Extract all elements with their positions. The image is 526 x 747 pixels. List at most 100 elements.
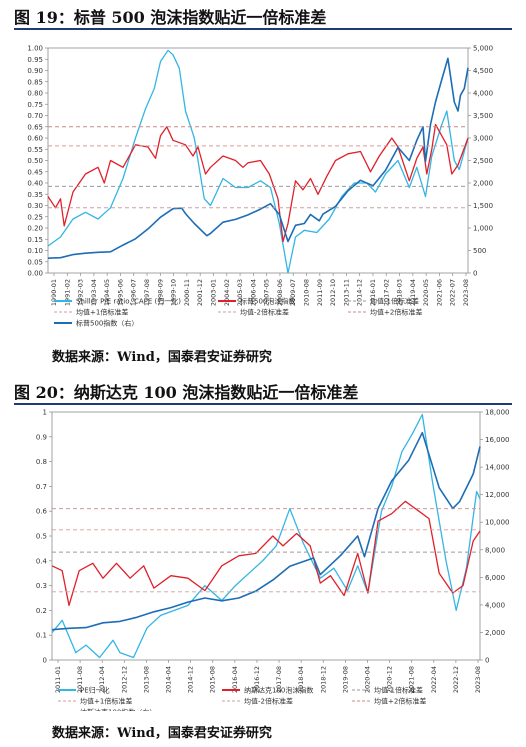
fig19-left-tick-label: 0.00: [27, 270, 43, 278]
fig19-legend-label-0: Shiller P/E ratio, CAPE (归一化): [76, 297, 181, 306]
figure-20-source: 数据来源：Wind，国泰君安证券研究: [52, 726, 272, 741]
fig20-x-tick-label: 2020-04: [363, 666, 371, 693]
fig20-x-tick-label: 2017-08: [275, 666, 283, 693]
fig20-x-tick-label: 2018-12: [319, 666, 327, 693]
fig19-left-tick-label: 0.50: [27, 157, 43, 165]
fig19-x-tick-label: 2001-12: [196, 279, 204, 306]
figure-19-title: 图 19：标普 500 泡沫指数贴近一倍标准差: [14, 8, 327, 27]
fig20-right-tick-label: 14,000: [485, 464, 510, 472]
figure-19-svg: 0.00 0.05 0.10 0.15 0.20 0.25 0.30 0.35 0.40 0.45…: [27, 45, 493, 328]
fig19-left-tick-label: 0.20: [27, 225, 43, 233]
fig19-legend-label-1: 标普500泡沫指数: [240, 297, 295, 306]
fig19-series-line-2: [47, 57, 469, 259]
fig19-left-tick-label: 0.05: [27, 258, 43, 266]
fig19-x-tick-label: 1992-03: [77, 279, 85, 306]
fig19-right-tick-label: 4,500: [473, 67, 493, 75]
fig20-left-tick-label: 0.7: [36, 483, 47, 491]
fig20-right-tick-label: 18,000: [485, 409, 510, 417]
fig19-legend-label-5: 均值-2倍标准差: [240, 308, 289, 317]
fig19-x-tick-label: 2004-02: [223, 279, 231, 306]
figure-19-chart: 0.00 0.05 0.10 0.15 0.20 0.25 0.30 0.35 0.40 0.45…: [0, 33, 526, 338]
fig19-left-tick-label: 0.70: [27, 112, 43, 120]
fig20-legend-label-6: 均值+2倍标准差: [374, 697, 426, 706]
fig20-right-tick-label: 6,000: [485, 574, 505, 582]
fig19-left-tick-label: 0.40: [27, 180, 43, 188]
fig20-x-tick-label: 2023-08: [474, 666, 482, 693]
fig20-x-tick-label: 2016-04: [231, 666, 239, 693]
fig20-x-tick-label: 2012-04: [98, 666, 106, 693]
fig19-x-tick-label: 1999-10: [170, 279, 178, 306]
fig19-right-tick-label: 5,000: [473, 45, 493, 53]
figure-20-svg: 0 0.1 0.2 0.3 0.4 0.5 0.6 0.7 0.8 0.9 1 0 2,000 4,000…: [36, 409, 510, 717]
fig19-left-tick-label: 0.95: [27, 56, 43, 64]
fig20-left-tick-label: 0.4: [36, 557, 48, 565]
fig19-legend-label-2: 标普500指数（右）: [76, 319, 138, 328]
fig19-series-line-0: [47, 49, 469, 274]
fig20-left-tick-label: 0: [43, 657, 47, 665]
fig20-x-tick-label: 2014-04: [165, 666, 173, 693]
fig19-left-tick-label: 0.30: [27, 202, 43, 210]
fig20-legend-label-1: 纳斯达克100泡沫指数: [244, 686, 313, 695]
fig19-right-tick-label: 4,000: [473, 90, 493, 98]
fig19-x-tick-label: 1998-09: [156, 279, 164, 306]
fig19-right-tick-label: 500: [473, 247, 486, 255]
fig19-right-tick-label: 3,000: [473, 135, 493, 143]
figure-19-title-rule: [14, 28, 512, 30]
fig19-series-line-1: [47, 123, 469, 243]
fig19-right-tick-label: 3,500: [473, 112, 493, 120]
fig20-right-tick-label: 0: [485, 657, 489, 665]
fig19-left-tick-label: 0.10: [27, 247, 43, 255]
fig20-series-line-2: [51, 431, 481, 631]
fig20-x-tick-label: 2013-08: [142, 666, 150, 693]
fig20-series-line-0: [51, 413, 481, 659]
fig20-x-tick-label: 2021-08: [408, 666, 416, 693]
fig19-left-tick-label: 0.65: [27, 123, 43, 131]
fig19-left-tick-label: 0.85: [27, 78, 43, 86]
fig20-legend-label-5: 均值-2倍标准差: [244, 697, 293, 706]
fig20-right-tick-label: 2,000: [485, 629, 505, 637]
fig19-x-tick-label: 2007-05: [263, 279, 271, 306]
fig20-x-tick-label: 2012-12: [120, 666, 128, 693]
fig20-series-line-1: [51, 500, 481, 607]
fig20-x-tick-label: 2015-08: [209, 666, 217, 693]
fig20-right-tick-label: 8,000: [485, 546, 505, 554]
fig20-x-tick-label: 2016-12: [253, 666, 261, 693]
fig20-right-tick-label: 4,000: [485, 601, 505, 609]
fig20-left-tick-label: 1: [43, 409, 47, 417]
fig19-left-tick-label: 1.00: [27, 45, 43, 53]
fig19-x-tick-label: 2016-01: [369, 279, 377, 306]
fig19-left-tick-label: 0.55: [27, 146, 43, 154]
fig20-plot-frame: [51, 411, 481, 661]
fig19-left-tick-label: 0.25: [27, 213, 43, 221]
fig19-legend-label-6: 均值+2倍标准差: [370, 308, 422, 317]
fig19-x-tick-label: 2018-03: [396, 279, 404, 306]
fig20-x-tick-label: 2011-01: [54, 666, 62, 693]
fig19-x-tick-label: 2008-06: [276, 279, 284, 306]
fig19-x-tick-label: 2010-08: [303, 279, 311, 306]
figure-20-title-rule: [14, 403, 512, 405]
fig20-x-tick-label: 2014-12: [187, 666, 195, 693]
fig20-x-tick-label: 2018-04: [297, 666, 305, 693]
fig19-left-tick-label: 0.15: [27, 236, 43, 244]
fig19-x-tick-label: 1990-01: [50, 279, 58, 306]
fig19-x-tick-label: 2014-12: [356, 279, 364, 306]
fig19-legend-label-3: 均值-1倍标准差: [370, 297, 419, 306]
fig20-left-tick-label: 0.8: [36, 458, 47, 466]
fig20-left-tick-label: 0.6: [36, 508, 48, 516]
fig19-right-tick-label: 0: [473, 270, 477, 278]
fig20-left-tick-label: 0.9: [36, 433, 47, 441]
fig19-x-tick-label: 2020-05: [422, 279, 430, 306]
fig19-x-tick-label: 2013-11: [342, 279, 350, 306]
fig19-x-tick-label: 1997-08: [143, 279, 151, 306]
fig19-x-tick-label: 2017-02: [382, 279, 390, 306]
fig19-x-tick-label: 2023-08: [462, 279, 470, 306]
fig19-left-tick-label: 0.45: [27, 168, 43, 176]
fig20-right-tick-label: 12,000: [485, 491, 510, 499]
fig19-left-tick-label: 0.35: [27, 191, 43, 199]
fig19-x-tick-label: 2003-01: [209, 279, 217, 306]
fig19-right-tick-label: 1,000: [473, 225, 493, 233]
fig19-legend-label-4: 均值+1倍标准差: [76, 308, 128, 317]
fig20-right-tick-label: 16,000: [485, 436, 510, 444]
fig20-x-tick-label: 2020-12: [386, 666, 394, 693]
fig19-left-tick-label: 0.60: [27, 135, 43, 143]
